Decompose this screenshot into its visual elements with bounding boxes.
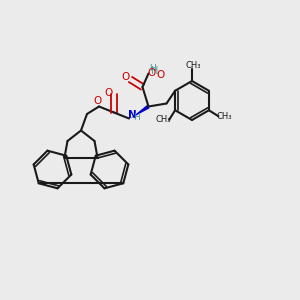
Text: O: O xyxy=(104,88,113,98)
Text: O: O xyxy=(156,70,164,80)
Text: CH₃: CH₃ xyxy=(186,61,201,70)
Text: N: N xyxy=(128,110,136,120)
Text: CH₃: CH₃ xyxy=(155,115,171,124)
Text: CH₃: CH₃ xyxy=(217,112,232,121)
Text: O: O xyxy=(122,72,130,82)
Text: H: H xyxy=(133,113,140,122)
Text: H: H xyxy=(150,64,156,73)
Text: H: H xyxy=(151,65,158,76)
Polygon shape xyxy=(130,105,150,118)
Text: O: O xyxy=(93,96,102,106)
Text: O: O xyxy=(147,68,156,78)
